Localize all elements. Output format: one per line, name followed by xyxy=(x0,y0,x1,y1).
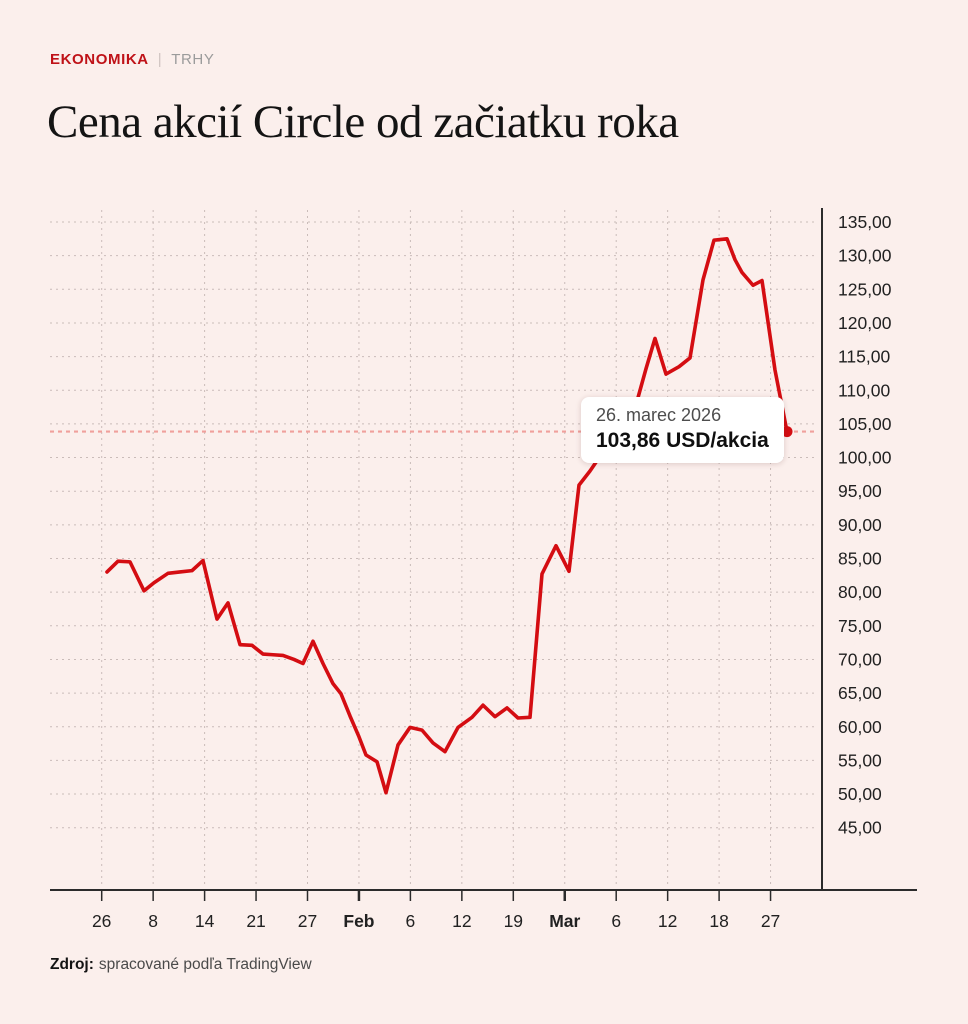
x-axis-label: 26 xyxy=(92,911,111,931)
x-axis-label: Mar xyxy=(549,911,580,931)
x-axis-label: 12 xyxy=(658,911,677,931)
y-axis-label: 100,00 xyxy=(838,448,892,468)
price-line-series[interactable] xyxy=(105,237,789,795)
x-axis-label: 18 xyxy=(709,911,728,931)
y-axis-label: 95,00 xyxy=(838,481,882,501)
y-axis-label: 80,00 xyxy=(838,582,882,602)
y-axis-label: 45,00 xyxy=(838,818,882,838)
tooltip-value: 103,86 USD/akcia xyxy=(596,429,769,452)
source-text: spracované podľa TradingView xyxy=(98,956,312,973)
y-axis-label: 60,00 xyxy=(838,717,882,737)
last-price-marker[interactable] xyxy=(781,426,793,438)
tooltip-date: 26. marec 2026 xyxy=(596,405,722,425)
x-axis-label: 8 xyxy=(148,911,158,931)
y-axis-label: 120,00 xyxy=(838,313,892,333)
kicker-section-link[interactable]: TRHY xyxy=(171,51,215,68)
kicker-category-link[interactable]: EKONOMIKA xyxy=(50,51,149,68)
y-axis-label: 85,00 xyxy=(838,549,882,569)
x-axis-label: 27 xyxy=(761,911,780,931)
y-axis-label: 70,00 xyxy=(838,649,882,669)
x-axis-label: 19 xyxy=(504,911,523,931)
page-title: Cena akcií Circle od začiatku roka xyxy=(47,96,679,148)
x-axis-label: 14 xyxy=(195,911,215,931)
y-axis-label: 50,00 xyxy=(838,784,882,804)
y-axis-label: 130,00 xyxy=(838,246,892,266)
breadcrumb: EKONOMIKA | TRHY xyxy=(50,51,214,68)
y-axis-label: 110,00 xyxy=(838,380,890,400)
y-axis-label: 75,00 xyxy=(838,616,882,636)
x-axis-label: Feb xyxy=(343,911,374,931)
y-axis-label: 115,00 xyxy=(838,347,890,367)
source-line: Zdroj: spracované podľa TradingView xyxy=(50,956,312,974)
y-axis-label: 65,00 xyxy=(838,683,882,703)
x-axis-label: 21 xyxy=(246,911,265,931)
source-label: Zdroj: xyxy=(50,956,94,973)
x-axis-label: 6 xyxy=(406,911,416,931)
y-axis-label: 55,00 xyxy=(838,750,882,770)
y-axis-label: 90,00 xyxy=(838,515,882,535)
chart-tooltip: 26. marec 2026 103,86 USD/akcia xyxy=(581,397,784,463)
x-axis-label: 6 xyxy=(611,911,621,931)
y-axis-label: 135,00 xyxy=(838,212,892,232)
x-axis-label: 27 xyxy=(298,911,317,931)
x-axis-label: 12 xyxy=(452,911,471,931)
y-axis-label: 125,00 xyxy=(838,279,892,299)
kicker-separator: | xyxy=(157,51,163,68)
y-axis-label: 105,00 xyxy=(838,414,892,434)
